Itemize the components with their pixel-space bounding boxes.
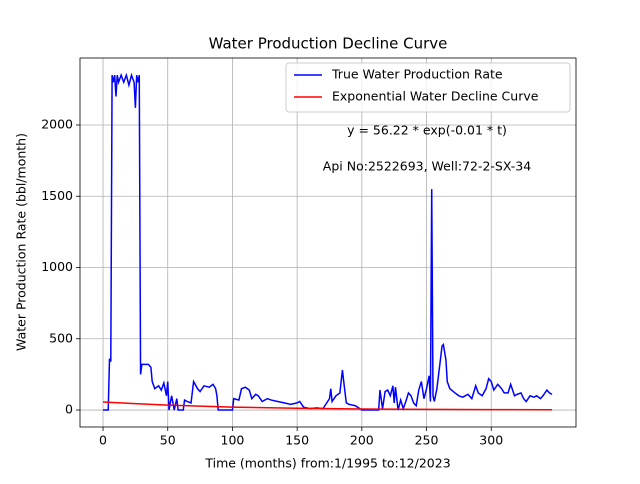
y-tick-label: 500 [49, 330, 73, 345]
y-tick-label: 2000 [41, 116, 73, 131]
x-tick-label: 0 [99, 433, 107, 448]
y-tick-label: 1500 [41, 188, 73, 203]
chart-title: Water Production Decline Curve [209, 35, 448, 53]
data-line [103, 72, 553, 411]
x-tick-label: 250 [415, 433, 439, 448]
y-axis-label: Water Production Rate (bbl/month) [14, 133, 29, 351]
x-tick-label: 50 [160, 433, 176, 448]
annotation: y = 56.22 * exp(-0.01 * t) [347, 123, 507, 138]
x-tick-label: 100 [221, 433, 245, 448]
x-tick-label: 150 [285, 433, 309, 448]
y-tick-label: 0 [65, 402, 73, 417]
x-tick-label: 200 [350, 433, 374, 448]
annotation: Api No:2522693, Well:72-2-SX-34 [323, 159, 531, 174]
y-tick-label: 1000 [41, 259, 73, 274]
x-axis-label: Time (months) from:1/1995 to:12/2023 [204, 456, 450, 471]
legend-label: True Water Production Rate [331, 67, 503, 82]
data-line [102, 401, 553, 411]
plot-frame [79, 57, 577, 428]
legend-box [285, 62, 571, 113]
x-tick-label: 300 [479, 433, 503, 448]
legend-label: Exponential Water Decline Curve [332, 89, 539, 104]
